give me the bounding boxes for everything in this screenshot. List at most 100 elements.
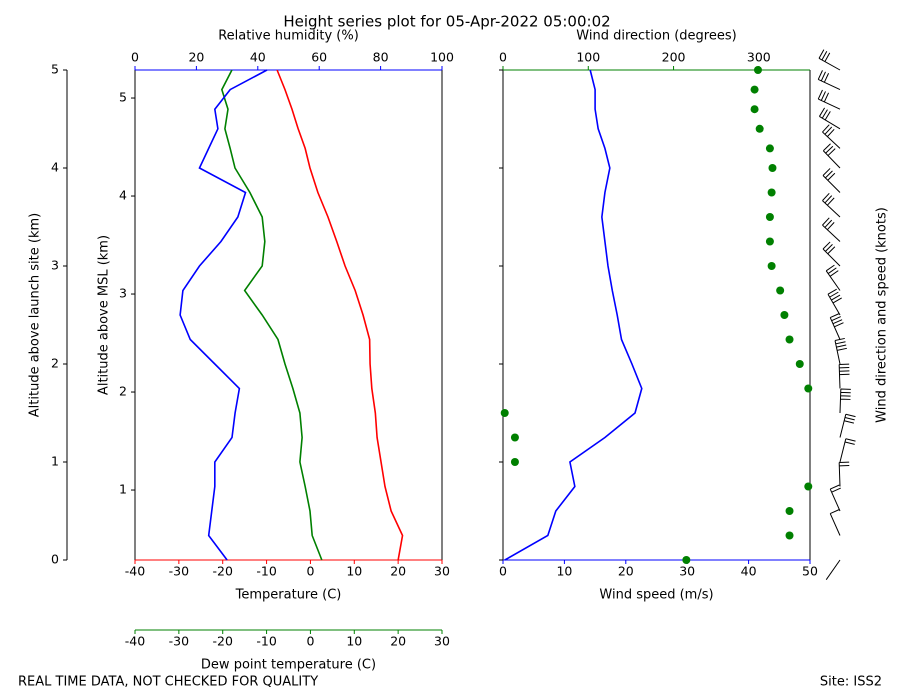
x-tick-label: 40: [250, 50, 266, 65]
y-tick-label: 5: [119, 90, 127, 105]
axis-label: Wind speed (m/s): [599, 588, 713, 603]
x-tick-label: 0: [131, 50, 139, 65]
wind-barb: [818, 107, 841, 130]
direction-dot: [804, 482, 813, 491]
footer-right: Site: ISS2: [820, 675, 882, 690]
direction-dot: [785, 531, 794, 540]
wind-barb: [839, 438, 856, 463]
direction-dot: [804, 384, 813, 393]
x-tick-label: 20: [188, 50, 204, 65]
axis-label: Wind direction (degrees): [576, 29, 736, 44]
direction-dot: [767, 188, 776, 197]
wind-barb: [838, 363, 850, 389]
footer-left: REAL TIME DATA, NOT CHECKED FOR QUALITY: [18, 675, 318, 690]
direction-dot: [780, 311, 789, 319]
profile-line: [220, 69, 323, 561]
x-tick-label: -10: [256, 564, 276, 579]
x-tick-label: -40: [125, 634, 145, 649]
y-tick-label: 2: [119, 384, 127, 399]
x-tick-label: 40: [741, 564, 757, 579]
wind-barb: [829, 509, 841, 536]
x-tick-label: 100: [430, 50, 454, 65]
x-tick-label: 100: [576, 50, 600, 65]
direction-dot: [776, 286, 785, 295]
wind-barb: [822, 168, 841, 193]
wind-barb: [839, 388, 851, 414]
direction-dot: [795, 360, 804, 368]
wind-barb: [818, 49, 841, 71]
y-tick-label: 4: [51, 160, 59, 175]
wind-barb: [817, 70, 841, 91]
x-tick-label: -30: [169, 634, 189, 649]
x-tick-label: 300: [747, 50, 771, 65]
direction-dot: [753, 66, 762, 74]
profile-line: [179, 69, 268, 561]
y-tick-label: 5: [51, 62, 59, 77]
wind-barb: [817, 89, 841, 110]
wind-barb: [822, 124, 841, 149]
axis-label: Relative humidity (%): [218, 29, 359, 44]
direction-dot: [750, 85, 759, 94]
wind-barb: [829, 313, 844, 340]
x-tick-label: 10: [346, 564, 362, 579]
x-tick-label: 80: [373, 50, 389, 65]
direction-dot: [510, 433, 519, 442]
y-tick-label: 1: [51, 454, 59, 469]
direction-dot: [750, 105, 759, 114]
x-tick-label: 30: [434, 634, 450, 649]
x-tick-label: 200: [662, 50, 686, 65]
chart-title: Height series plot for 05-Apr-2022 05:00…: [283, 13, 610, 31]
wind-barb: [822, 192, 841, 218]
direction-dot: [682, 556, 691, 564]
wind-barb: [822, 217, 841, 242]
x-tick-label: 0: [306, 634, 314, 649]
y-tick-label: 3: [119, 286, 127, 301]
x-tick-label: 50: [802, 564, 818, 579]
x-tick-label: -30: [169, 564, 189, 579]
x-tick-label: 10: [556, 564, 572, 579]
x-tick-label: 0: [499, 50, 507, 65]
x-tick-label: 10: [346, 634, 362, 649]
direction-dot: [755, 124, 764, 133]
y-tick-label: 0: [51, 552, 59, 567]
axis-label: Wind direction and speed (knots): [875, 207, 890, 423]
x-tick-label: 30: [679, 564, 695, 579]
direction-dot: [767, 262, 776, 270]
axis-label: Altitude above MSL (km): [97, 235, 112, 395]
direction-dot: [785, 507, 794, 515]
wind-barb: [822, 241, 841, 267]
x-tick-label: 20: [618, 564, 634, 579]
axis-label: Altitude above launch site (km): [28, 213, 43, 417]
axis-label: Dew point temperature (C): [201, 658, 376, 673]
wind-barb: [825, 559, 841, 580]
x-tick-label: -10: [256, 634, 276, 649]
x-tick-label: 20: [390, 564, 406, 579]
direction-dot: [500, 409, 509, 417]
profile-line: [276, 69, 404, 561]
x-tick-label: 60: [311, 50, 327, 65]
x-tick-label: 0: [306, 564, 314, 579]
profile-line: [504, 69, 643, 561]
x-tick-label: 0: [499, 564, 507, 579]
y-tick-label: 3: [51, 258, 59, 273]
wind-barb: [838, 461, 850, 487]
direction-dot: [765, 237, 774, 246]
x-tick-label: -20: [213, 634, 233, 649]
direction-dot: [765, 144, 774, 153]
wind-barb: [829, 484, 841, 512]
wind-barb: [827, 288, 842, 316]
x-tick-label: -20: [213, 564, 233, 579]
x-tick-label: 30: [434, 564, 450, 579]
wind-barb: [822, 143, 841, 169]
y-tick-label: 2: [51, 356, 59, 371]
direction-dot: [768, 164, 777, 172]
wind-barb: [839, 413, 856, 438]
axis-label: Temperature (C): [235, 588, 342, 603]
y-tick-label: 1: [119, 482, 127, 497]
wind-barb: [834, 337, 847, 365]
x-tick-label: -40: [125, 564, 145, 579]
y-tick-label: 4: [119, 188, 127, 203]
direction-dot: [765, 213, 774, 221]
direction-dot: [510, 458, 519, 466]
